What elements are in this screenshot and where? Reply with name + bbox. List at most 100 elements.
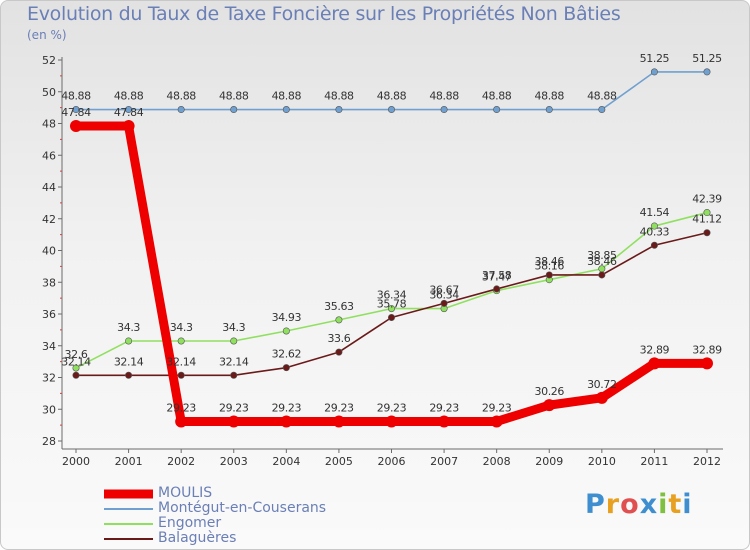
data-point-moulis [227, 415, 240, 428]
data-label-engomer: 34.3 [222, 321, 245, 334]
data-point-montegut-en-couserans [493, 106, 501, 114]
data-label-balagueres: 32.14 [61, 355, 91, 368]
data-label-montegut-en-couserans: 48.88 [429, 90, 459, 103]
data-point-montegut-en-couserans [650, 68, 658, 76]
data-label-engomer: 38.16 [535, 260, 565, 273]
data-point-montegut-en-couserans [125, 106, 133, 114]
y-tick-label: 48 [42, 118, 56, 131]
x-tick-label: 2011 [640, 455, 668, 468]
data-label-balagueres: 41.12 [692, 213, 722, 226]
data-label-moulis: 32.89 [692, 343, 722, 356]
data-point-montegut-en-couserans [282, 106, 290, 114]
logo-letter: x [639, 489, 659, 520]
data-point-moulis [438, 415, 451, 428]
data-label-moulis: 29.23 [166, 401, 196, 414]
data-label-montegut-en-couserans: 48.88 [535, 90, 565, 103]
y-tick-label: 28 [42, 435, 56, 448]
y-tick-label: 46 [42, 149, 56, 162]
data-point-balagueres [703, 229, 711, 237]
data-point-balagueres [440, 299, 448, 307]
data-labels-layer: 48.88 48.88 48.88 48.88 48.88 48.88 48.88 48.88… [61, 52, 722, 415]
data-point-balagueres [493, 285, 501, 293]
chart-title: Evolution du Taux de Taxe Foncière sur l… [27, 3, 621, 25]
data-point-moulis [70, 120, 82, 133]
data-label-moulis: 29.23 [324, 401, 354, 414]
data-label-moulis: 30.72 [587, 378, 617, 391]
x-tick-label: 2010 [588, 455, 616, 468]
data-label-montegut-en-couserans: 48.88 [377, 90, 407, 103]
data-point-montegut-en-couserans [545, 106, 553, 114]
data-point-balagueres [650, 241, 658, 249]
data-label-engomer: 34.93 [272, 311, 302, 324]
data-point-moulis [595, 391, 608, 404]
data-point-montegut-en-couserans [177, 106, 185, 114]
data-point-moulis [701, 357, 713, 370]
data-point-engomer [230, 337, 238, 345]
data-point-moulis [648, 357, 661, 370]
data-label-balagueres: 32.62 [272, 348, 302, 361]
data-point-moulis [490, 415, 503, 428]
legend-label-balagueres: Balaguères [158, 530, 237, 546]
data-point-engomer [72, 364, 80, 372]
data-point-balagueres [125, 371, 133, 379]
x-tick-label: 2003 [220, 455, 248, 468]
y-tick-label: 36 [42, 308, 56, 321]
data-point-montegut-en-couserans [72, 106, 80, 114]
data-label-moulis: 29.23 [219, 401, 249, 414]
data-label-balagueres: 38.46 [587, 255, 617, 268]
data-label-moulis: 29.23 [377, 401, 407, 414]
data-label-montegut-en-couserans: 48.88 [272, 90, 302, 103]
data-point-montegut-en-couserans [440, 106, 448, 114]
data-label-montegut-en-couserans: 48.88 [324, 90, 354, 103]
data-point-montegut-en-couserans [703, 68, 711, 76]
data-label-balagueres: 33.6 [327, 332, 350, 345]
y-tick-label: 50 [42, 86, 56, 99]
data-point-montegut-en-couserans [598, 106, 606, 114]
legend-swatch-montegut [104, 508, 153, 510]
data-point-engomer [387, 305, 395, 313]
data-point-engomer [335, 316, 343, 324]
data-label-montegut-en-couserans: 48.88 [587, 90, 617, 103]
data-label-engomer: 38.85 [587, 249, 617, 262]
x-tick-label: 2002 [167, 455, 195, 468]
logo-letter: i [682, 489, 693, 520]
series-layer [70, 68, 713, 428]
data-label-engomer: 42.39 [692, 193, 722, 206]
data-point-balagueres [387, 313, 395, 321]
data-label-moulis: 47.84 [114, 106, 144, 119]
data-point-balagueres [177, 371, 185, 379]
data-point-montegut-en-couserans [387, 106, 395, 114]
y-tick-label: 44 [42, 181, 56, 194]
data-label-montegut-en-couserans: 48.88 [166, 90, 196, 103]
legend-swatch-balagueres [104, 538, 153, 540]
legend-label-montegut: Montégut-en-Couserans [158, 500, 327, 516]
data-label-moulis: 29.23 [272, 401, 302, 414]
x-tick-label: 2005 [325, 455, 353, 468]
x-tick-label: 2006 [378, 455, 406, 468]
data-point-moulis [543, 399, 556, 412]
data-label-balagueres: 35.78 [377, 297, 407, 310]
data-label-montegut-en-couserans: 48.88 [61, 90, 91, 103]
data-point-moulis [385, 415, 398, 428]
y-tick-label: 38 [42, 276, 56, 289]
data-point-balagueres [598, 271, 606, 279]
data-point-balagueres [335, 348, 343, 356]
data-label-balagueres: 40.33 [640, 225, 670, 238]
data-label-engomer: 32.6 [65, 348, 88, 361]
data-point-balagueres [230, 371, 238, 379]
data-label-montegut-en-couserans: 48.88 [482, 90, 512, 103]
data-point-engomer [177, 337, 185, 345]
data-label-engomer: 37.47 [482, 271, 512, 284]
data-label-engomer: 36.34 [377, 289, 407, 302]
x-tick-label: 2004 [272, 455, 300, 468]
data-label-balagueres: 36.67 [429, 283, 459, 296]
data-label-moulis: 47.84 [61, 106, 91, 119]
data-point-engomer [282, 327, 290, 335]
logo-letter: o [620, 489, 640, 520]
y-tick-label: 30 [42, 403, 56, 416]
data-point-engomer [125, 337, 133, 345]
data-label-balagueres: 32.14 [114, 355, 144, 368]
data-label-balagueres: 32.14 [166, 355, 196, 368]
y-tick-label: 42 [42, 213, 56, 226]
